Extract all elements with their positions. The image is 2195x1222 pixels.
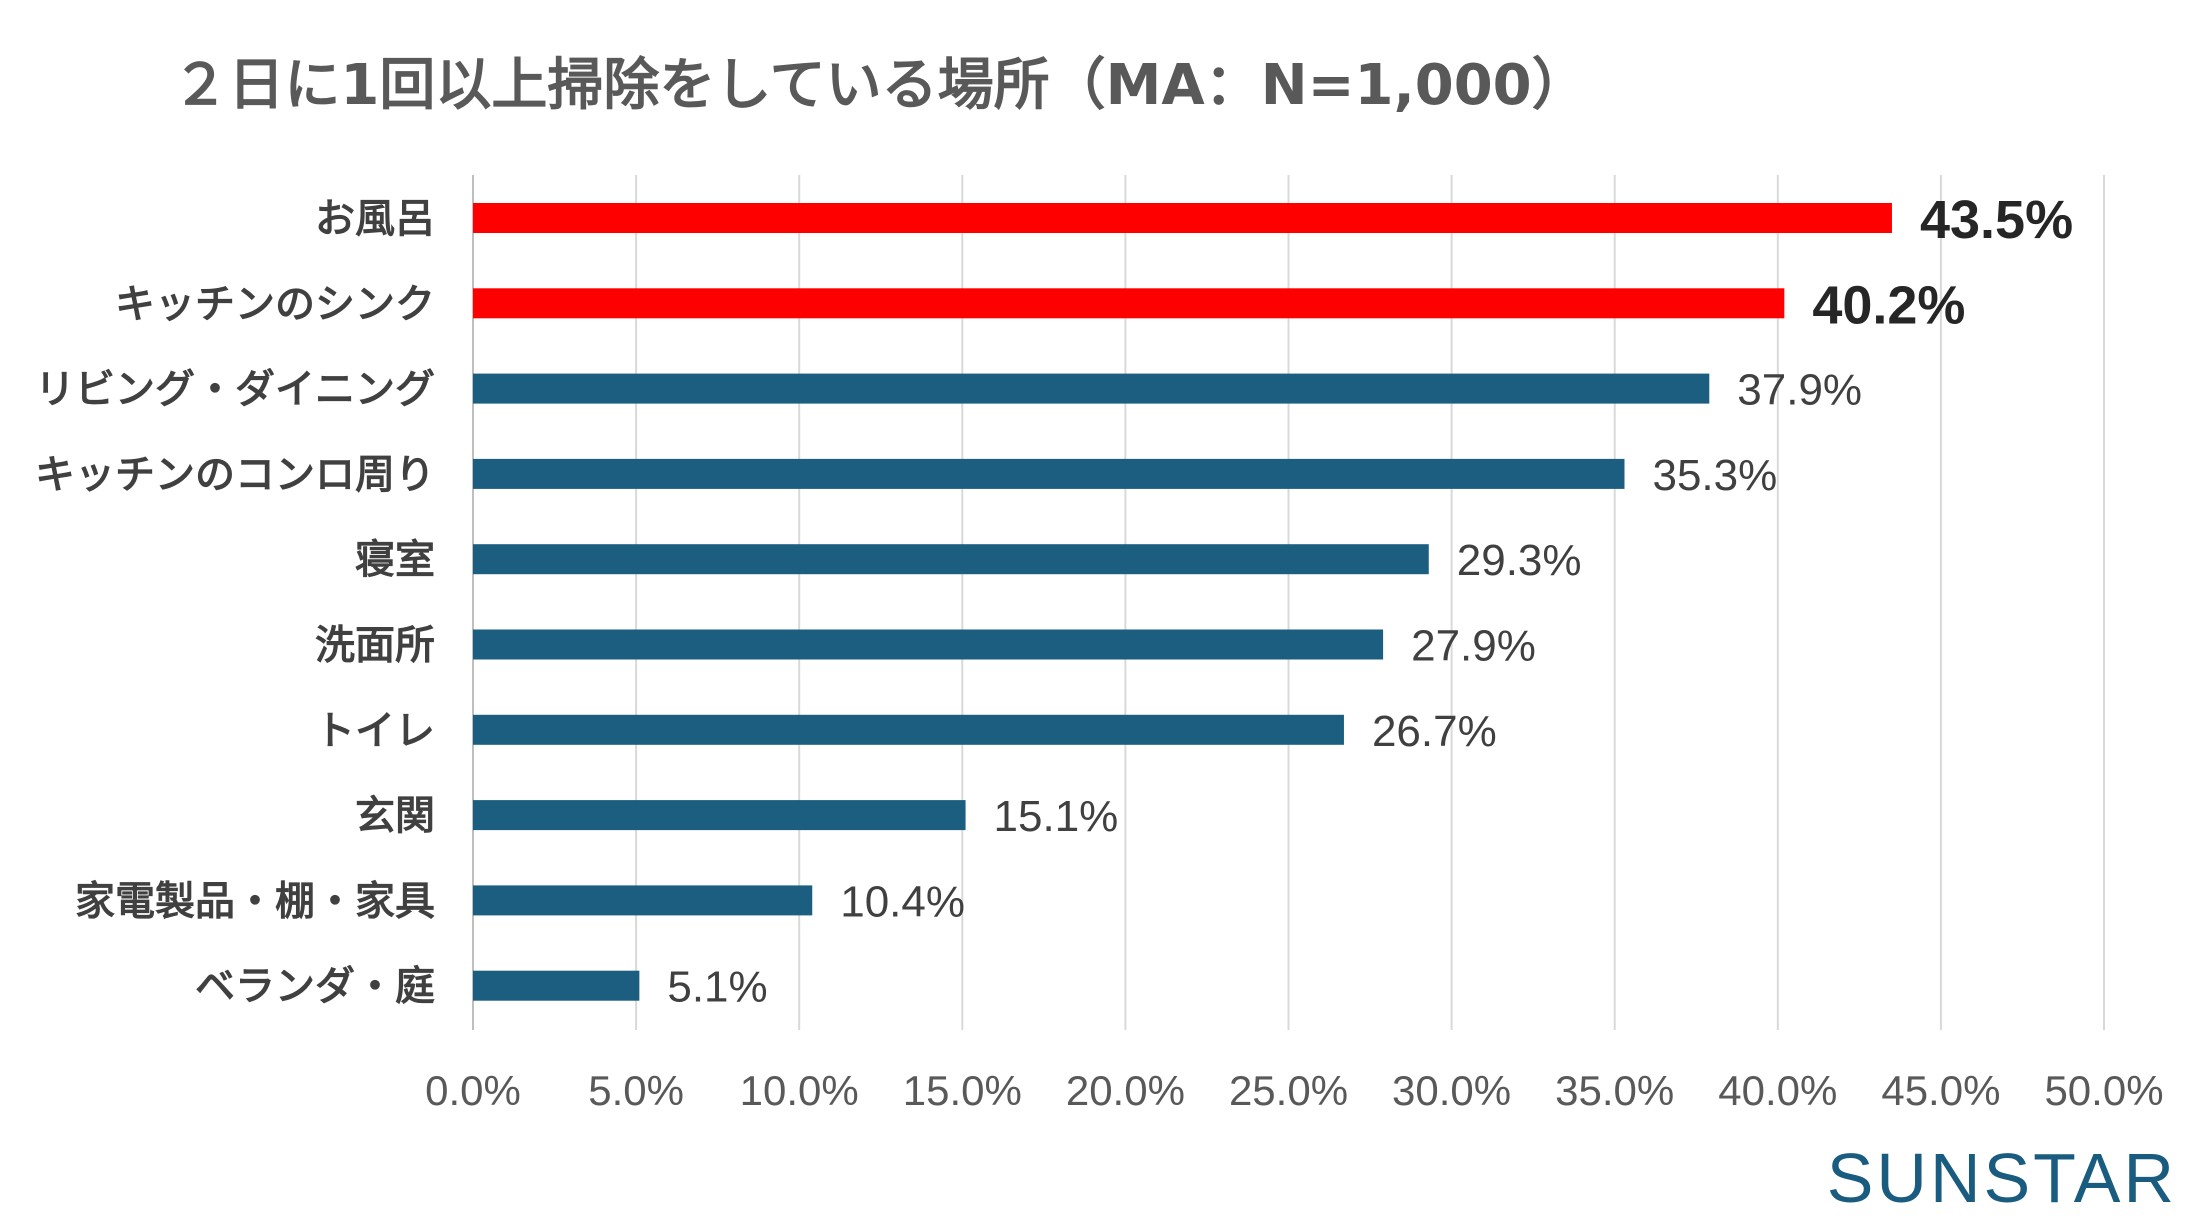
x-tick-label: 15.0% [903, 1067, 1022, 1114]
data-label: 27.9% [1411, 622, 1536, 671]
data-label: 15.1% [994, 792, 1119, 841]
data-label: 26.7% [1372, 707, 1497, 756]
x-tick-label: 45.0% [1881, 1067, 2000, 1114]
x-tick-label: 35.0% [1555, 1067, 1674, 1114]
category-label: キッチンのコンロ周り [35, 452, 435, 498]
x-tick-label: 0.0% [425, 1067, 521, 1114]
category-label: リビング・ダイニング [35, 367, 435, 413]
bar [473, 629, 1384, 660]
data-label: 43.5% [1920, 190, 2073, 250]
category-label: 洗面所 [315, 623, 435, 669]
bar [473, 288, 1785, 319]
bar [473, 544, 1429, 575]
bar [473, 800, 966, 831]
labels: 0.0% 5.0% 10.0% 15.0% 20.0% 25.0% 30.0% 35.0% 40… [35, 190, 2164, 1114]
bar [473, 885, 813, 916]
bar [473, 203, 1892, 233]
x-tick-label: 30.0% [1392, 1067, 1511, 1114]
category-label: ベランダ・庭 [195, 964, 435, 1010]
data-label: 5.1% [667, 963, 767, 1012]
x-tick-label: 10.0% [740, 1067, 859, 1114]
x-tick-label: 50.0% [2044, 1067, 2163, 1114]
x-tick-label: 20.0% [1066, 1067, 1185, 1114]
category-label: 家電製品・棚・家具 [75, 878, 435, 924]
category-label: キッチンのシンク [115, 281, 435, 327]
chart-title: ２日に1回以上掃除をしている場所（MA：N=1,000） [172, 53, 1588, 118]
data-label: 29.3% [1457, 536, 1582, 585]
bar [473, 970, 640, 1001]
category-label: 寝室 [355, 537, 435, 583]
bars [473, 203, 1892, 1001]
sunstar-logo: SUNSTAR [1826, 1139, 2177, 1217]
x-tick-label: 5.0% [588, 1067, 684, 1114]
bar [473, 458, 1625, 489]
category-label: 玄関 [355, 793, 435, 839]
x-tick-label: 25.0% [1229, 1067, 1348, 1114]
category-label: お風呂 [315, 196, 435, 242]
bar [473, 714, 1344, 745]
bar [473, 373, 1710, 404]
data-label: 35.3% [1652, 451, 1777, 500]
category-label: トイレ [315, 708, 435, 754]
data-label: 37.9% [1737, 366, 1862, 415]
data-label: 10.4% [840, 877, 965, 926]
data-label: 40.2% [1812, 275, 1965, 335]
x-tick-label: 40.0% [1718, 1067, 1837, 1114]
